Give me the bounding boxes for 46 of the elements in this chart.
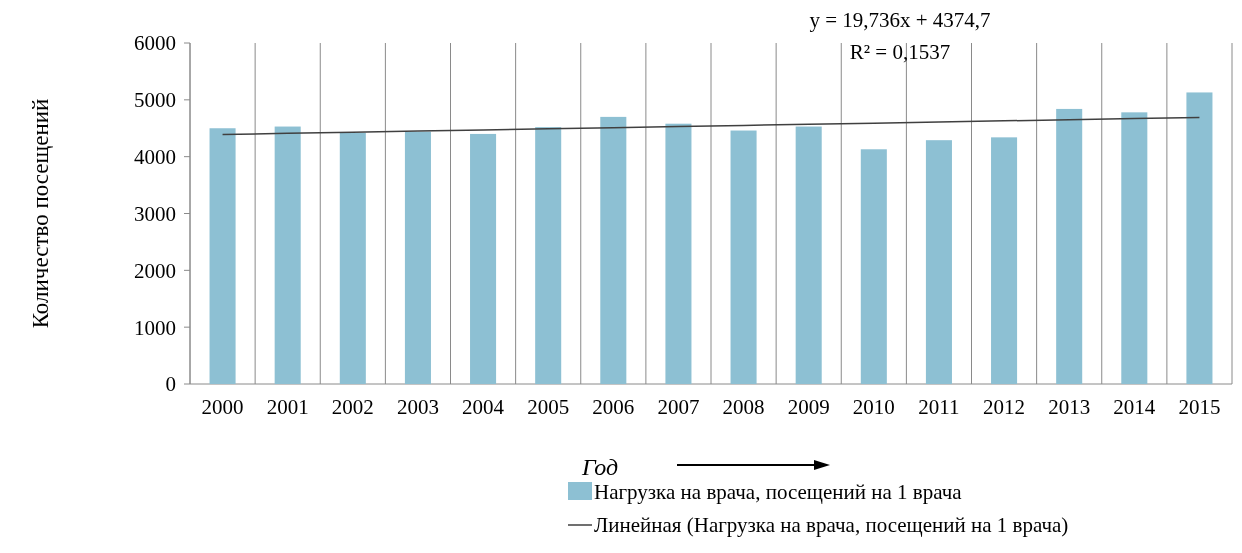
x-tick-label: 2006 bbox=[592, 395, 635, 419]
y-axis-title: Количество посещений bbox=[28, 98, 53, 329]
y-tick-label: 0 bbox=[165, 372, 176, 397]
x-tick-label: 2007 bbox=[657, 395, 700, 419]
bar bbox=[470, 133, 497, 384]
bar bbox=[991, 137, 1018, 384]
bar bbox=[665, 123, 692, 384]
x-tick-label: 2003 bbox=[396, 395, 439, 419]
x-tick-label: 2012 bbox=[983, 395, 1026, 419]
text: y = 19,736x + 4374,7 bbox=[809, 8, 991, 32]
bar bbox=[1121, 112, 1148, 384]
bar bbox=[925, 140, 952, 384]
annotation: R² = 0,1537 bbox=[849, 40, 951, 64]
x-axis-title: Год bbox=[580, 454, 619, 480]
bar bbox=[274, 126, 301, 384]
y-tick-label: 6000 bbox=[134, 31, 176, 56]
y-tick-label: 1000 bbox=[134, 315, 176, 340]
y-tick-label: 3000 bbox=[134, 201, 176, 226]
bar bbox=[339, 132, 366, 384]
bar bbox=[404, 131, 431, 384]
x-tick-label: 2013 bbox=[1048, 395, 1091, 419]
x-tick-label: 2011 bbox=[918, 395, 960, 419]
bar bbox=[535, 127, 562, 384]
bar bbox=[1186, 92, 1213, 384]
x-tick-label: 2002 bbox=[331, 395, 374, 419]
bar bbox=[1056, 108, 1083, 384]
x-tick-label: 2008 bbox=[722, 395, 765, 419]
legend-label: Линейная (Нагрузка на врача, посещений на 1 врача) bbox=[594, 513, 1069, 538]
bar bbox=[730, 130, 757, 384]
y-tick-label: 5000 bbox=[134, 88, 176, 113]
x-tick-label: 2005 bbox=[527, 395, 570, 419]
bar bbox=[600, 116, 627, 384]
x-tick-label: 2000 bbox=[201, 395, 244, 419]
bar bbox=[209, 128, 236, 384]
y-tick-label: 4000 bbox=[134, 145, 176, 170]
x-tick-label: 2010 bbox=[852, 395, 895, 419]
x-tick-label: 2014 bbox=[1113, 395, 1156, 419]
bar bbox=[860, 149, 887, 384]
line-series bbox=[221, 116, 1201, 136]
bar bbox=[795, 126, 822, 384]
x-tick-label: 2009 bbox=[787, 395, 830, 419]
x-tick-label: 2001 bbox=[266, 395, 309, 419]
x-tick-label: 2004 bbox=[462, 395, 505, 419]
x-tick-label: 2015 bbox=[1178, 395, 1221, 419]
y-tick-label: 2000 bbox=[134, 258, 176, 283]
legend-label: Нагрузка на врача, посещений на 1 врача bbox=[594, 480, 963, 505]
